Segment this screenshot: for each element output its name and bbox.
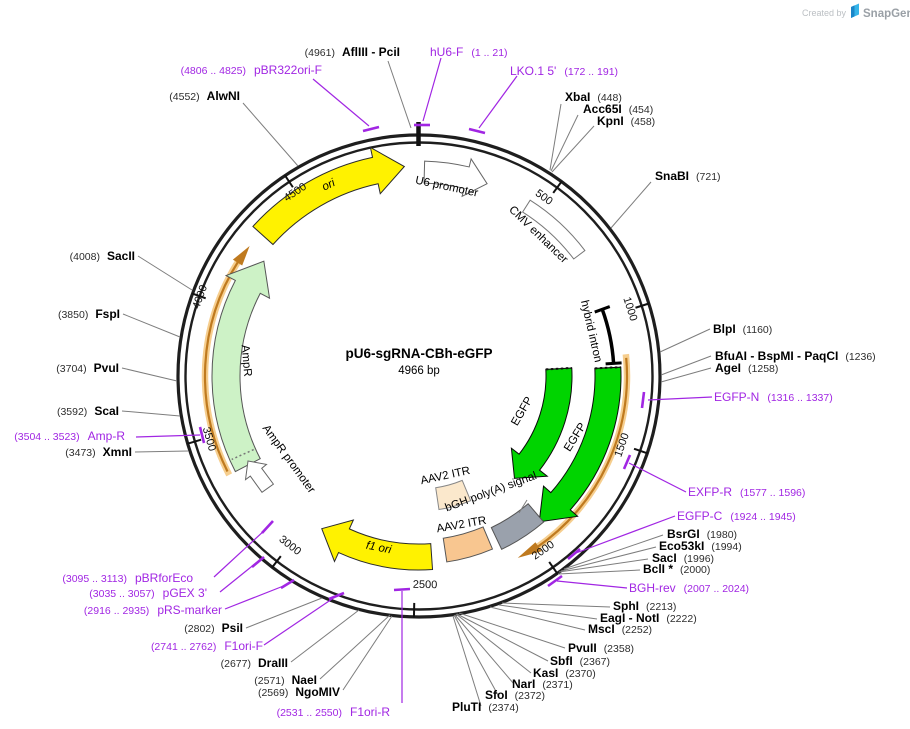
feature-ampr-arrow — [211, 260, 271, 473]
feature-ampr-promoter-arrow — [244, 460, 275, 493]
watermark-brand: SnapGene — [863, 8, 910, 20]
primer-label-pbr322ori-f: (4806 .. 4825) pBR322ori-F — [181, 63, 322, 77]
enzyme-label-sphi: SphI (2213) — [613, 599, 676, 613]
enzyme-label-psii: (2802) PsiI — [184, 621, 243, 635]
enzyme-label-eagi-noti: EagI - NotI (2222) — [600, 611, 697, 625]
primer-label-bgh-rev: BGH-rev (2007 .. 2024) — [629, 581, 749, 595]
snapgene-logo-icon-shade — [851, 5, 855, 19]
enzyme-label-pluti: PluTI (2374) — [452, 700, 519, 714]
primer-label-prs-marker: (2916 .. 2935) pRS-marker — [84, 603, 222, 617]
primer-label-pbrforeco: (3095 .. 3113) pBRforEco — [62, 571, 193, 585]
primer-site-markers — [198, 123, 646, 601]
primer-label-lko1-5: LKO.1 5' (172 .. 191) — [510, 64, 618, 78]
enzyme-label-bcli: BclI * (2000) — [643, 562, 710, 576]
plasmid-title-block: pU6-sgRNA-CBh-eGFP 4966 bp — [346, 346, 493, 377]
snapgene-watermark: Created by SnapGene — [802, 3, 910, 20]
enzyme-label-naei: (2571) NaeI — [254, 673, 317, 687]
orf-arc-ampr — [203, 260, 240, 472]
enzyme-label-sbfi: SbfI (2367) — [550, 654, 610, 668]
enzyme-label-bsrgi: BsrGI (1980) — [667, 527, 737, 541]
tick-mark — [191, 292, 207, 300]
tick-mark — [186, 438, 202, 445]
primer-labels: hU6-F (1 .. 21) LKO.1 5' (172 .. 191) (480… — [14, 45, 832, 719]
tick-label-1000: 1000 — [620, 296, 639, 323]
enzyme-label-ngomiv: (2569) NgoMIV — [258, 685, 340, 699]
tick-label-2500: 2500 — [413, 579, 438, 591]
feature-aav2-itr-lower-box — [442, 526, 494, 563]
primer-label-egfp-n: EGFP-N (1316 .. 1337) — [714, 390, 833, 404]
feature-egfp-inner-hatch — [545, 366, 572, 371]
orf-arc-egfp — [536, 357, 629, 549]
position-tick-marks — [186, 174, 650, 618]
watermark-prefix: Created by — [802, 8, 847, 18]
feature-egfp-outer-hatch — [594, 366, 621, 370]
primer-label-hu6-f: hU6-F (1 .. 21) — [430, 45, 508, 59]
enzyme-label-acc65i: Acc65I (454) — [583, 102, 653, 116]
feature-label-ori: ori — [320, 177, 337, 194]
enzyme-label-snabi: SnaBI (721) — [655, 169, 721, 183]
enzyme-label-draiii: (2677) DraIII — [221, 656, 288, 670]
tick-mark — [633, 447, 649, 455]
enzyme-label-alwni: (4552) AlwNI — [169, 89, 240, 103]
enzyme-label-sfoi: SfoI (2372) — [485, 688, 545, 702]
plasmid-name: pU6-sgRNA-CBh-eGFP — [346, 346, 493, 361]
feature-ori-arrow — [252, 146, 406, 246]
feature-label-egfp-inner: EGFP — [509, 395, 535, 428]
enzyme-label-sacii: (4008) SacII — [70, 249, 135, 263]
primer-label-f1ori-r: (2531 .. 2550) F1ori-R — [277, 705, 391, 719]
feature-egfp-inner-arrow — [510, 367, 573, 479]
enzyme-label-agei: AgeI (1258) — [715, 361, 778, 375]
primer-label-amp-r: (3504 .. 3523) Amp-R — [14, 429, 125, 443]
enzyme-label-blpi: BlpI (1160) — [713, 322, 772, 336]
primer-label-f1ori-f: (2741 .. 2762) F1ori-F — [151, 639, 263, 653]
enzyme-label-kpni: KpnI (458) — [597, 114, 655, 128]
orf-arrowhead-egfp — [517, 542, 542, 558]
orf-arrowhead-ampr — [232, 246, 250, 266]
enzyme-label-xmni: (3473) XmnI — [65, 445, 132, 459]
enzyme-label-scai: (3592) ScaI — [57, 404, 119, 418]
primer-leader-lines — [135, 57, 713, 703]
feature-hybrid-intron-cap — [594, 305, 611, 314]
feature-glyphs — [201, 146, 631, 571]
enzyme-labels: (4961) AflIII - PciI (4552) AlwNI XbaI (448… — [56, 45, 875, 714]
enzyme-label-afliii-pcii: (4961) AflIII - PciI — [305, 45, 400, 59]
enzyme-leader-lines — [121, 60, 712, 707]
feature-label-ampr: AmpR — [239, 344, 254, 377]
tick-label-2000: 2000 — [530, 539, 557, 563]
feature-hybrid-intron-line — [600, 308, 616, 364]
enzyme-label-xbai: XbaI (448) — [565, 90, 622, 104]
tick-mark — [548, 561, 559, 575]
feature-cmv-enhancer-box — [521, 199, 586, 260]
primer-label-egfp-c: EGFP-C (1924 .. 1945) — [677, 509, 796, 523]
enzyme-label-eco53ki: Eco53kI (1994) — [659, 539, 742, 553]
tick-mark — [635, 302, 650, 309]
primer-label-pgex-3: (3035 .. 3057) pGEX 3' — [89, 586, 207, 600]
tick-mark — [283, 174, 294, 188]
tick-label-3000: 3000 — [277, 533, 304, 558]
plasmid-backbone — [176, 122, 662, 619]
primer-label-exfp-r: EXFP-R (1577 .. 1596) — [688, 485, 805, 499]
enzyme-label-bfuai-bspmi-paqci: BfuAI - BspMI - PaqCI (1236) — [715, 349, 876, 363]
enzyme-label-msci: MscI (2252) — [588, 622, 652, 636]
enzyme-label-nari: NarI (2371) — [512, 677, 573, 691]
feature-bgh-polya-box — [490, 503, 545, 550]
feature-label-f1-ori: f1 ori — [365, 540, 393, 557]
tick-mark — [271, 555, 282, 569]
feature-f1-ori-arrow — [321, 519, 434, 571]
enzyme-label-fspi: (3850) FspI — [58, 307, 120, 321]
enzyme-label-kasi: KasI (2370) — [533, 666, 596, 680]
enzyme-label-pvuii: PvuII (2358) — [568, 641, 634, 655]
feature-aav2-itr-upper-box — [435, 479, 472, 511]
feature-u6-promoter-arrow — [423, 157, 488, 198]
plasmid-size: 4966 bp — [398, 365, 440, 377]
enzyme-label-pvui: (3704) PvuI — [56, 361, 119, 375]
feature-hybrid-intron-cap — [605, 361, 622, 366]
tick-mark — [552, 180, 563, 194]
enzyme-label-saci: SacI (1996) — [652, 551, 714, 565]
